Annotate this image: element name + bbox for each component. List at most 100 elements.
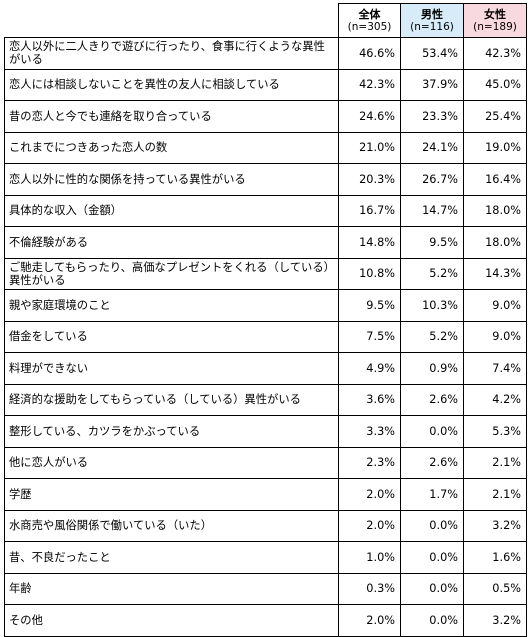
row-label: 経済的な援助をしてもらっている（している）異性がいる [4, 383, 339, 416]
row-label: 恋人以外に二人きりで遊びに行ったり、食事に行くような異性がいる [4, 37, 339, 70]
value-all: 3.6% [338, 383, 401, 416]
value-all: 2.0% [338, 478, 401, 511]
table-body: 恋人以外に二人きりで遊びに行ったり、食事に行くような異性がいる 46.6% 53.4… [4, 37, 527, 637]
row-label: 整形している、カツラをかぶっている [4, 415, 339, 448]
value-all: 16.7% [338, 194, 401, 227]
row-label: 水商売や風俗関係で働いている（いた） [4, 509, 339, 542]
value-all: 21.0% [338, 131, 401, 164]
column-header-title: 女性 [484, 7, 506, 21]
value-male: 0.9% [400, 352, 464, 385]
value-male: 0.0% [400, 415, 464, 448]
row-label: ご馳走してもらったり、高価なプレゼントをくれる（している）異性がいる [4, 257, 339, 290]
table-row: ご馳走してもらったり、高価なプレゼントをくれる（している）異性がいる 10.8% 5… [4, 257, 527, 290]
table-row: 他に恋人がいる 2.3% 2.6% 2.1% [4, 446, 527, 479]
value-female: 7.4% [463, 352, 527, 385]
column-header-female: 女性 (n=189) [463, 3, 527, 38]
value-all: 2.0% [338, 604, 401, 637]
table-row: 料理ができない 4.9% 0.9% 7.4% [4, 352, 527, 385]
value-female: 3.2% [463, 604, 527, 637]
value-all: 3.3% [338, 415, 401, 448]
value-male: 1.7% [400, 478, 464, 511]
table-row: 不倫経験がある 14.8% 9.5% 18.0% [4, 226, 527, 259]
value-male: 10.3% [400, 289, 464, 322]
value-female: 5.3% [463, 415, 527, 448]
value-female: 0.5% [463, 572, 527, 605]
value-female: 42.3% [463, 37, 527, 70]
value-all: 46.6% [338, 37, 401, 70]
table-row: 恋人には相談しないことを異性の友人に相談している 42.3% 37.9% 45.0% [4, 68, 527, 101]
table-row: 昔の恋人と今でも連絡を取り合っている 24.6% 23.3% 25.4% [4, 100, 527, 133]
table-row: 具体的な収入（金額） 16.7% 14.7% 18.0% [4, 194, 527, 227]
value-male: 14.7% [400, 194, 464, 227]
row-label: これまでにつきあった恋人の数 [4, 131, 339, 164]
value-all: 9.5% [338, 289, 401, 322]
header-blank-cell [4, 3, 339, 38]
value-female: 3.2% [463, 509, 527, 542]
value-all: 1.0% [338, 541, 401, 574]
table-row: 整形している、カツラをかぶっている 3.3% 0.0% 5.3% [4, 415, 527, 448]
column-header-title: 全体 [358, 7, 381, 21]
value-all: 24.6% [338, 100, 401, 133]
value-male: 0.0% [400, 572, 464, 605]
value-female: 4.2% [463, 383, 527, 416]
value-female: 9.0% [463, 320, 527, 353]
value-female: 45.0% [463, 68, 527, 101]
table-row: 学歴 2.0% 1.7% 2.1% [4, 478, 527, 511]
value-male: 53.4% [400, 37, 464, 70]
row-label: 借金をしている [4, 320, 339, 353]
column-header-n: (n=305) [347, 20, 392, 33]
row-label: 年齢 [4, 572, 339, 605]
table-row: 親や家庭環境のこと 9.5% 10.3% 9.0% [4, 289, 527, 322]
value-male: 2.6% [400, 446, 464, 479]
value-female: 25.4% [463, 100, 527, 133]
value-all: 2.0% [338, 509, 401, 542]
column-header-title: 男性 [421, 7, 443, 21]
table-row: 経済的な援助をしてもらっている（している）異性がいる 3.6% 2.6% 4.2% [4, 383, 527, 416]
table-header-row: 全体 (n=305) 男性 (n=116) 女性 (n=189) [4, 3, 527, 38]
row-label: 昔の恋人と今でも連絡を取り合っている [4, 100, 339, 133]
value-all: 7.5% [338, 320, 401, 353]
value-female: 18.0% [463, 194, 527, 227]
column-header-male: 男性 (n=116) [400, 3, 464, 38]
value-all: 4.9% [338, 352, 401, 385]
table-row: 恋人以外に性的な関係を持っている異性がいる 20.3% 26.7% 16.4% [4, 163, 527, 196]
value-female: 1.6% [463, 541, 527, 574]
row-label: 料理ができない [4, 352, 339, 385]
table-row: 昔、不良だったこと 1.0% 0.0% 1.6% [4, 541, 527, 574]
value-all: 14.8% [338, 226, 401, 259]
value-female: 19.0% [463, 131, 527, 164]
value-female: 14.3% [463, 257, 527, 290]
value-female: 16.4% [463, 163, 527, 196]
value-male: 0.0% [400, 604, 464, 637]
value-all: 2.3% [338, 446, 401, 479]
value-female: 2.1% [463, 446, 527, 479]
value-male: 23.3% [400, 100, 464, 133]
value-all: 0.3% [338, 572, 401, 605]
table-row: 恋人以外に二人きりで遊びに行ったり、食事に行くような異性がいる 46.6% 53.4… [4, 37, 527, 70]
table-row: 年齢 0.3% 0.0% 0.5% [4, 572, 527, 605]
value-male: 2.6% [400, 383, 464, 416]
value-male: 9.5% [400, 226, 464, 259]
value-male: 37.9% [400, 68, 464, 101]
row-label: 不倫経験がある [4, 226, 339, 259]
survey-table-figure: 全体 (n=305) 男性 (n=116) 女性 (n=189) 恋人以外に二人… [4, 3, 527, 637]
value-all: 20.3% [338, 163, 401, 196]
value-male: 5.2% [400, 320, 464, 353]
row-label: 恋人には相談しないことを異性の友人に相談している [4, 68, 339, 101]
row-label: 学歴 [4, 478, 339, 511]
table-row: 水商売や風俗関係で働いている（いた） 2.0% 0.0% 3.2% [4, 509, 527, 542]
value-all: 42.3% [338, 68, 401, 101]
column-header-all: 全体 (n=305) [338, 3, 401, 38]
row-label: 恋人以外に性的な関係を持っている異性がいる [4, 163, 339, 196]
row-label: その他 [4, 604, 339, 637]
table-row: 借金をしている 7.5% 5.2% 9.0% [4, 320, 527, 353]
value-male: 24.1% [400, 131, 464, 164]
value-male: 5.2% [400, 257, 464, 290]
value-female: 9.0% [463, 289, 527, 322]
value-male: 0.0% [400, 541, 464, 574]
column-header-n: (n=116) [410, 20, 454, 33]
value-all: 10.8% [338, 257, 401, 290]
table-row: その他 2.0% 0.0% 3.2% [4, 604, 527, 637]
value-female: 18.0% [463, 226, 527, 259]
value-female: 2.1% [463, 478, 527, 511]
